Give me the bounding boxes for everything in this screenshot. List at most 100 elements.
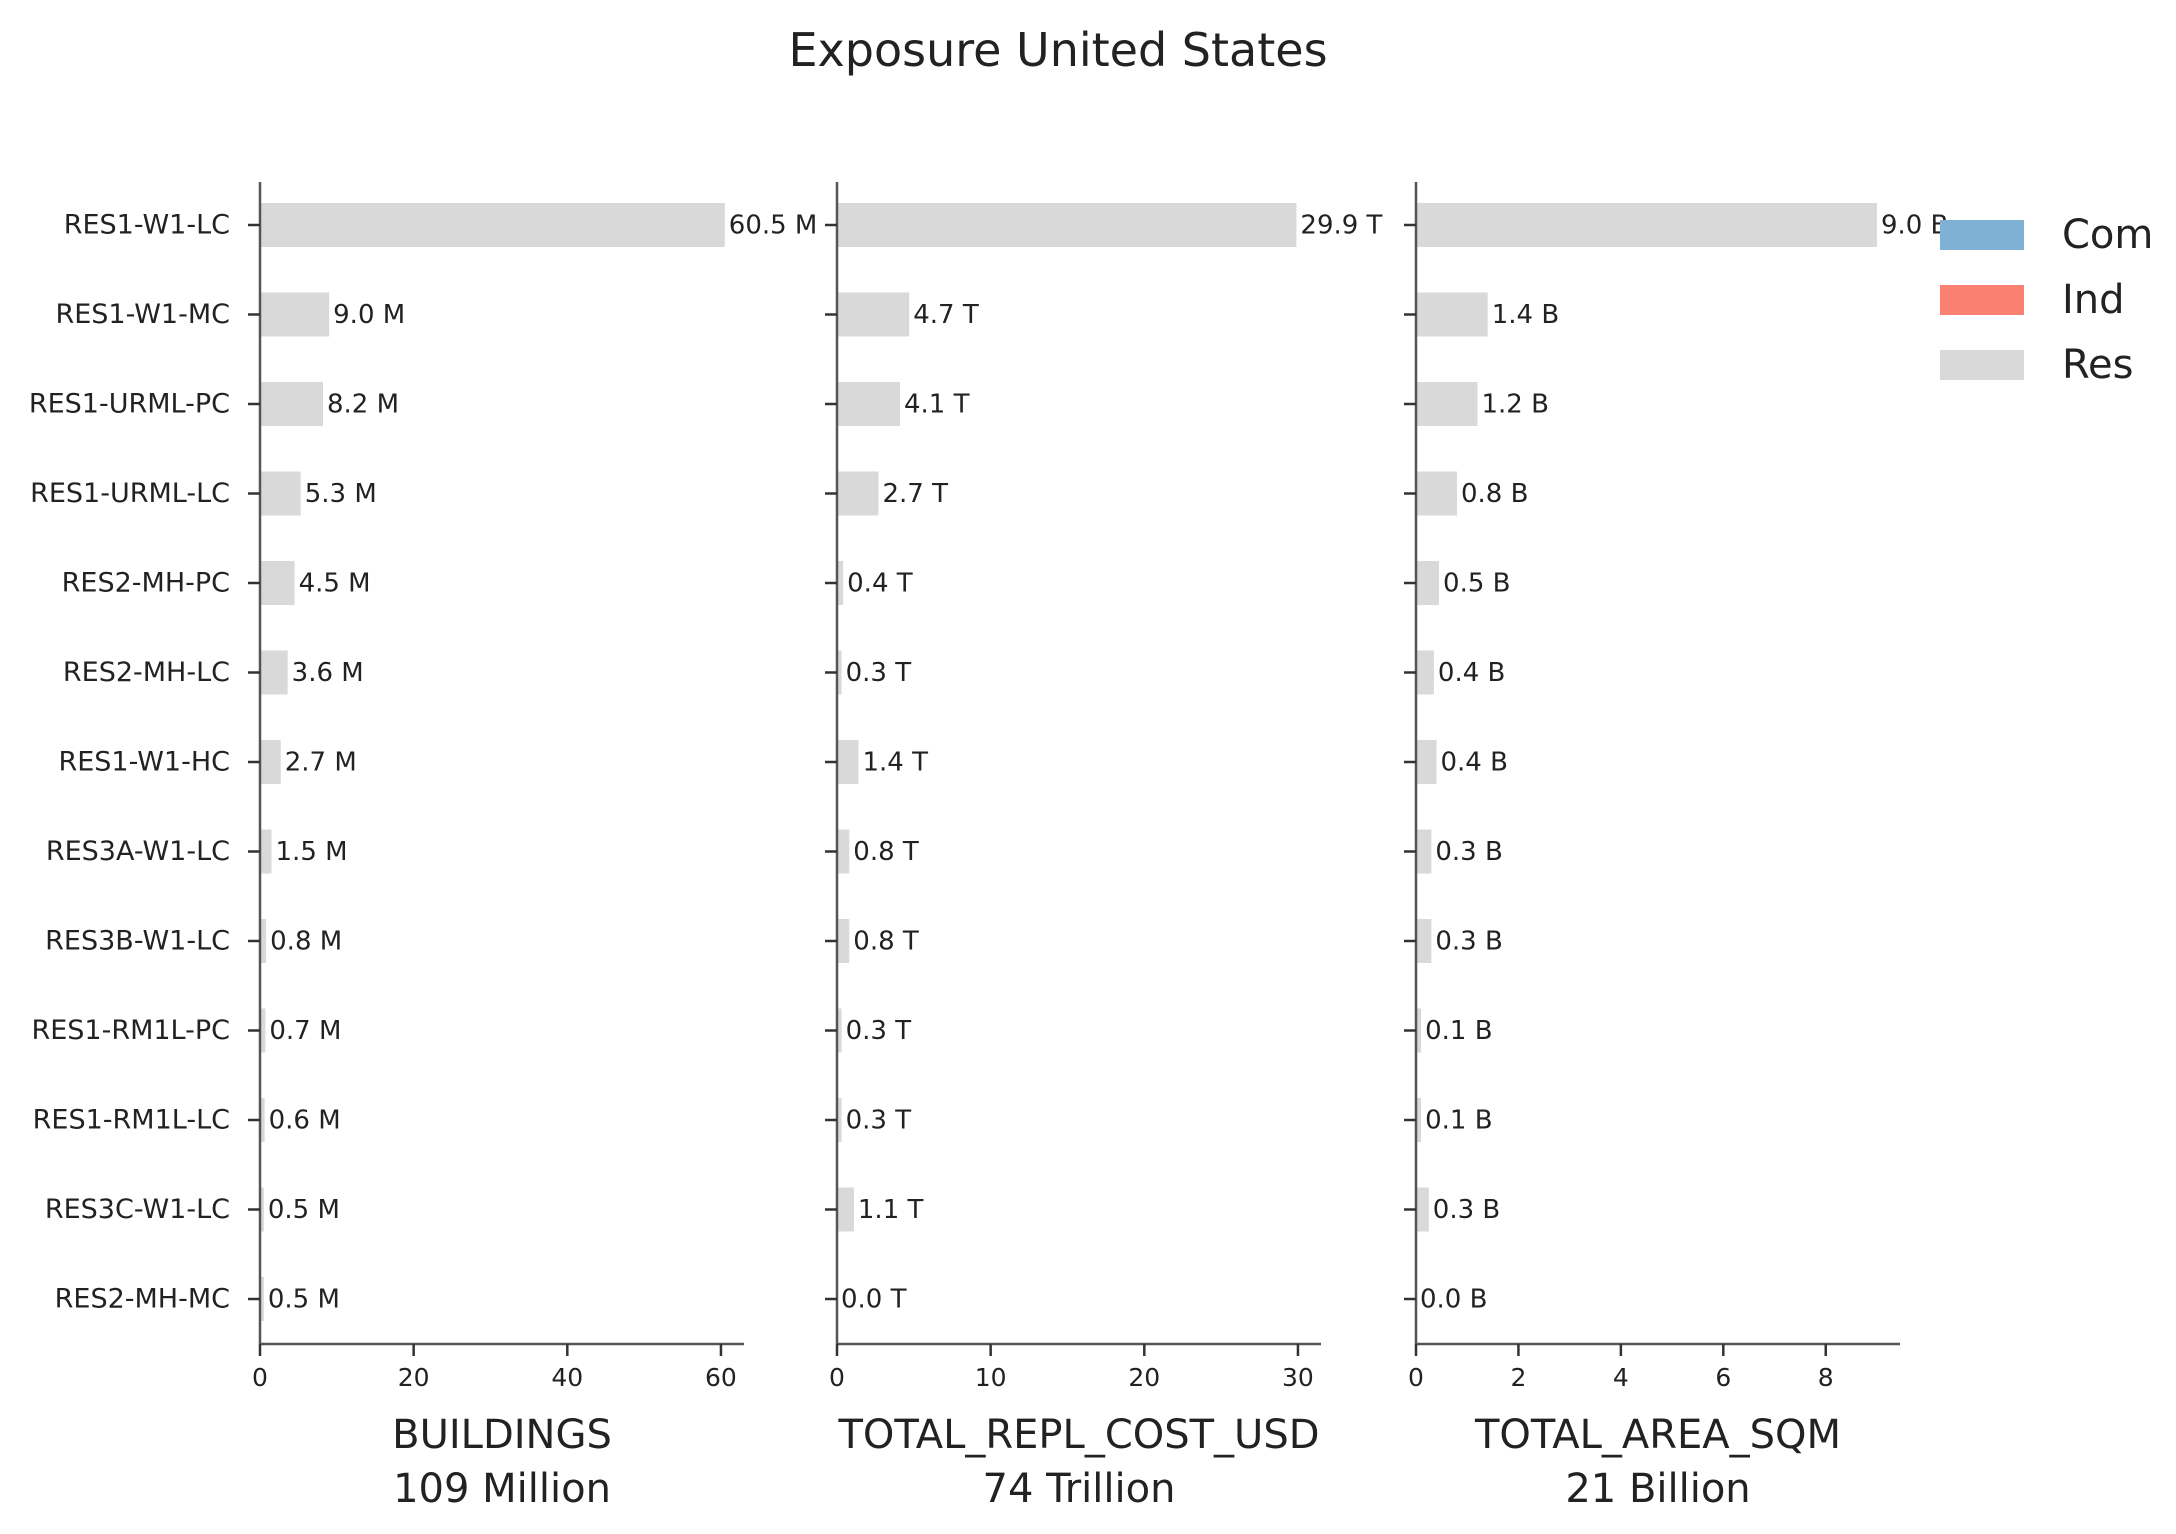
value-label: 1.4 T — [863, 748, 929, 778]
legend-swatch — [1940, 350, 2024, 380]
x-axis-title: TOTAL_AREA_SQM — [1474, 1412, 1841, 1458]
x-axis-total: 74 Trillion — [983, 1466, 1176, 1512]
bar — [260, 740, 281, 784]
value-label: 1.2 B — [1481, 390, 1548, 420]
bar — [260, 650, 288, 695]
value-label: 0.8 T — [853, 837, 919, 867]
legend-label: Res — [2062, 342, 2133, 388]
x-tick-label: 8 — [1818, 1363, 1834, 1392]
value-label: 1.5 M — [276, 837, 348, 867]
value-label: 3.6 M — [292, 658, 364, 688]
value-label: 0.3 B — [1435, 927, 1502, 957]
category-label: RES1-W1-HC — [58, 747, 230, 778]
bar — [260, 382, 323, 426]
legend-label: Ind — [2062, 277, 2125, 323]
bar — [1416, 829, 1432, 874]
value-label: 0.3 T — [846, 1016, 912, 1046]
bar — [260, 203, 725, 247]
value-label: 9.0 M — [333, 300, 405, 330]
bar — [837, 1008, 842, 1053]
category-label: RES3A-W1-LC — [46, 836, 230, 867]
bar — [837, 471, 879, 516]
bar — [1416, 650, 1434, 695]
value-label: 5.3 M — [305, 479, 377, 509]
category-label: RES1-URML-LC — [30, 478, 230, 509]
x-axis-title: TOTAL_REPL_COST_USD — [837, 1412, 1319, 1458]
value-label: 0.3 T — [846, 658, 912, 688]
bar — [1416, 292, 1488, 337]
bar — [837, 292, 910, 337]
category-label: RES2-MH-MC — [55, 1284, 230, 1315]
bar — [260, 1187, 264, 1232]
x-tick-label: 6 — [1715, 1363, 1731, 1392]
x-tick-label: 40 — [551, 1363, 583, 1392]
value-label: 0.3 T — [846, 1106, 912, 1136]
bar — [837, 829, 850, 874]
category-label: RES2-MH-LC — [63, 657, 230, 688]
bar — [1416, 382, 1478, 426]
value-label: 0.4 T — [847, 569, 913, 599]
x-tick-label: 60 — [705, 1363, 737, 1392]
chart-title: Exposure United States — [788, 23, 1327, 77]
category-label: RES3B-W1-LC — [45, 926, 230, 957]
bar — [1416, 1098, 1422, 1142]
bar — [260, 1008, 266, 1053]
bar — [260, 919, 267, 963]
x-tick-label: 20 — [398, 1363, 430, 1392]
legend-label: Com — [2062, 212, 2153, 258]
bar — [837, 1098, 842, 1142]
category-label: RES1-RM1L-PC — [31, 1015, 230, 1046]
x-tick-label: 4 — [1613, 1363, 1629, 1392]
value-label: 0.5 M — [268, 1195, 340, 1225]
value-label: 4.5 M — [299, 569, 371, 599]
bar — [837, 650, 842, 695]
bar — [1416, 561, 1440, 605]
x-tick-label: 0 — [252, 1363, 268, 1392]
value-label: 8.2 M — [327, 390, 399, 420]
value-label: 0.6 M — [269, 1106, 341, 1136]
bar — [1416, 203, 1877, 247]
category-label: RES2-MH-PC — [62, 568, 230, 599]
value-label: 0.5 M — [268, 1285, 340, 1315]
value-label: 0.5 B — [1443, 569, 1510, 599]
bar — [837, 561, 844, 605]
value-label: 29.9 T — [1300, 211, 1382, 241]
bar — [837, 1187, 854, 1232]
category-label: RES1-W1-MC — [55, 299, 230, 330]
bar — [260, 1277, 264, 1321]
value-label: 0.8 T — [853, 927, 919, 957]
bar — [260, 1098, 265, 1142]
value-label: 0.3 B — [1435, 837, 1502, 867]
x-tick-label: 30 — [1282, 1363, 1314, 1392]
value-label: 0.1 B — [1425, 1016, 1492, 1046]
x-axis-title: BUILDINGS — [392, 1412, 612, 1458]
legend-swatch — [1940, 285, 2024, 315]
value-label: 0.3 B — [1433, 1195, 1500, 1225]
value-label: 4.7 T — [913, 300, 979, 330]
bar — [837, 203, 1297, 247]
value-label: 2.7 T — [882, 479, 948, 509]
category-label: RES1-RM1L-LC — [33, 1105, 230, 1136]
bar — [837, 382, 900, 426]
value-label: 0.1 B — [1425, 1106, 1492, 1136]
x-tick-label: 10 — [975, 1363, 1007, 1392]
value-label: 0.8 B — [1461, 479, 1528, 509]
bar — [1416, 471, 1457, 516]
bar — [1416, 919, 1432, 963]
value-label: 9.0 B — [1881, 211, 1948, 241]
bar — [837, 740, 859, 784]
bar — [260, 561, 295, 605]
value-label: 0.0 T — [841, 1285, 907, 1315]
x-tick-label: 0 — [1408, 1363, 1424, 1392]
value-label: 0.8 M — [270, 927, 342, 957]
bar — [1416, 1008, 1422, 1053]
bar — [260, 471, 301, 516]
x-tick-label: 0 — [829, 1363, 845, 1392]
value-label: 60.5 M — [729, 211, 818, 241]
panel-3: 9.0 B 1.4 B 1.2 B 0.8 B 0.5 B 0.4 B 0.4 B 0.3 B… — [1404, 182, 1948, 1512]
bar — [1416, 740, 1437, 784]
x-axis-total: 109 Million — [393, 1466, 611, 1512]
bar — [260, 829, 272, 874]
value-label: 0.4 B — [1438, 658, 1505, 688]
